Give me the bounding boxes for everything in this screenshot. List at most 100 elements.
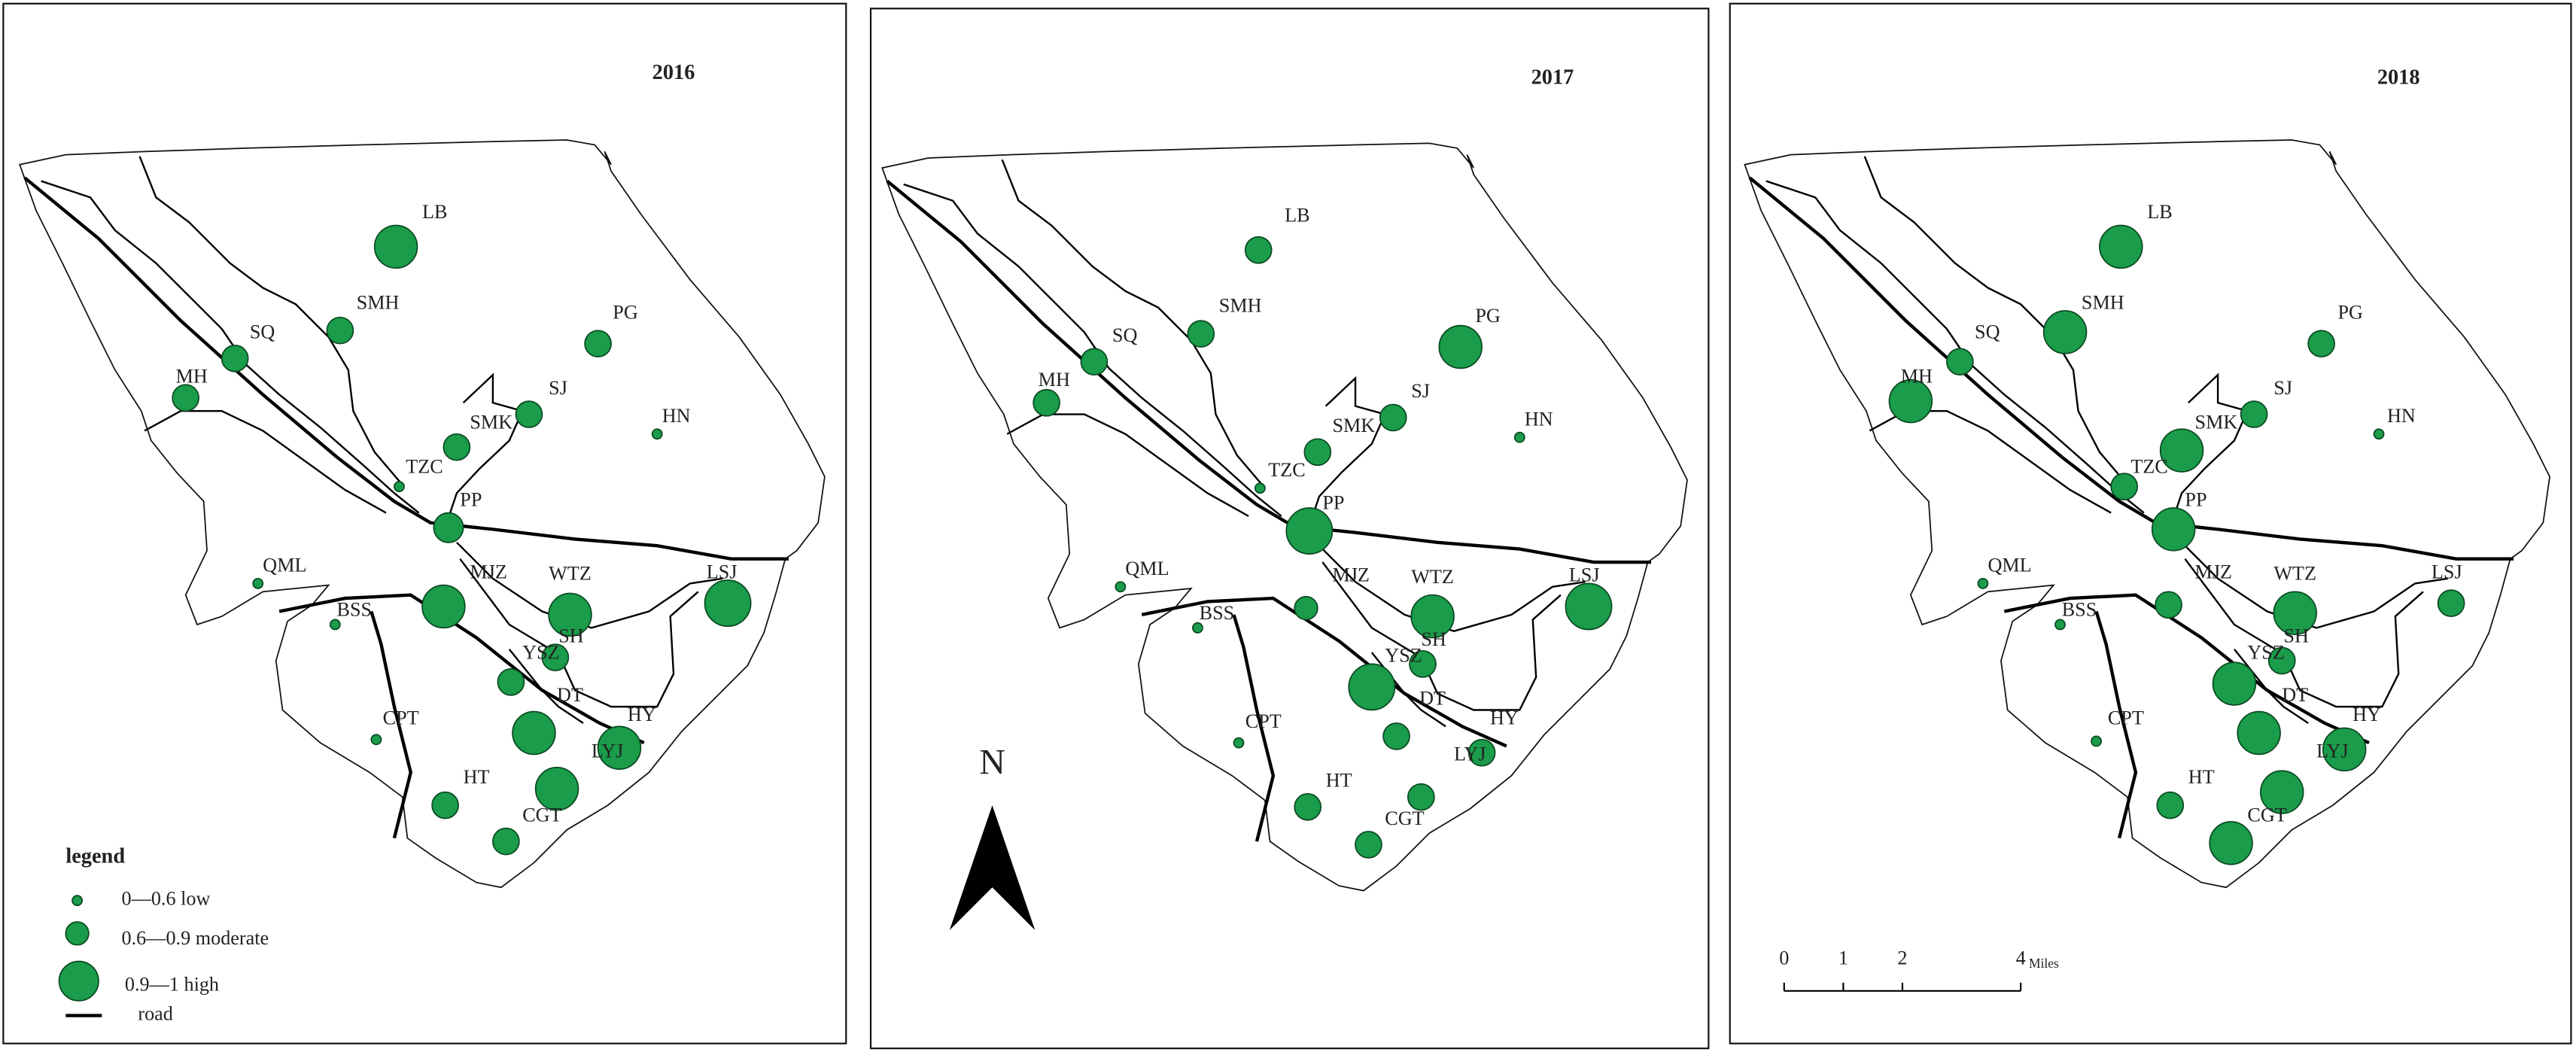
site-symbol: [1244, 236, 1273, 264]
site-label: SH: [1421, 628, 1446, 650]
site-label: BSS: [1200, 602, 1235, 624]
site-symbol: [534, 767, 579, 811]
site-label: SMH: [357, 291, 400, 313]
site-symbol: [2273, 591, 2317, 635]
site-symbol: [597, 725, 642, 770]
site-symbol: [1513, 431, 1525, 443]
site-symbol: [515, 400, 543, 428]
scale-bar: 0 1 2 4 Miles: [1779, 947, 2059, 992]
site-symbol: [651, 428, 663, 440]
site-symbol: [1303, 438, 1332, 467]
site-symbol: [512, 710, 556, 756]
site-symbol: [2259, 770, 2304, 814]
site-label: PG: [2337, 301, 2363, 323]
site-symbol: [1254, 482, 1266, 494]
site-label: MJZ: [470, 561, 506, 582]
site-symbol: [497, 668, 525, 696]
site-label: SQ: [1975, 321, 2000, 343]
site-label: LSJ: [2432, 561, 2462, 582]
site-symbol: [2212, 661, 2257, 706]
site-symbol: [394, 481, 405, 493]
map-panel: 2017 LB SMH SQ MH PG SJ SMK HN TZC PP QML MJZ WTZ SH LS…: [1033, 66, 1613, 859]
site-label: LYJ: [592, 740, 623, 762]
panel-frame: [869, 8, 1710, 1050]
site-symbol: [1382, 722, 1410, 750]
site-symbol: [1355, 831, 1382, 859]
legend-symbol: [58, 960, 99, 1002]
site-label: SMH: [1219, 295, 1262, 317]
site-label: YSZ: [522, 641, 559, 663]
site-symbol: [1407, 783, 1435, 811]
site-label: PG: [613, 301, 638, 323]
site-symbol: [2159, 428, 2204, 473]
scale-tick-label: 0: [1779, 947, 1789, 968]
legend-title: legend: [65, 844, 125, 868]
site-label: WTZ: [549, 563, 592, 585]
site-symbol: [1565, 582, 1613, 631]
site-label: CGT: [1385, 807, 1424, 829]
site-symbol: [1285, 507, 1334, 555]
site-label: MJZ: [1332, 564, 1369, 586]
north-arrow-shape: [949, 805, 1036, 931]
site-label: BSS: [337, 599, 373, 621]
site-label: CGT: [2247, 804, 2286, 825]
site-symbol: [1379, 403, 1407, 432]
site-label: HN: [2387, 405, 2416, 427]
site-symbol: [373, 224, 418, 269]
site-label: TZC: [1268, 459, 1305, 481]
site-label: LYJ: [1454, 743, 1486, 765]
site-label: LSJ: [1569, 564, 1600, 586]
site-label: QML: [1988, 555, 2031, 576]
legend-symbol: [65, 921, 90, 946]
legend-item: 0.9—1 high: [125, 973, 219, 995]
site-symbol: [1080, 348, 1109, 376]
site-label: HY: [2352, 704, 2381, 725]
site-symbol: [1033, 388, 1060, 417]
site-label: SMH: [2082, 291, 2124, 313]
scale-tick-label: 4: [2016, 947, 2026, 968]
site-symbol: [1946, 348, 1974, 376]
site-label: BSS: [2062, 599, 2097, 621]
site-symbol: [421, 584, 466, 629]
site-symbol: [326, 316, 354, 345]
site-symbol: [2099, 224, 2143, 269]
site-symbol: [329, 619, 341, 631]
north-label: N: [979, 743, 1005, 783]
site-symbol: [2322, 727, 2367, 772]
site-label: CPT: [2108, 707, 2144, 729]
scale-tick-label: 1: [1838, 947, 1848, 968]
site-symbol: [1187, 320, 1215, 348]
site-symbol: [433, 512, 464, 543]
site-label: MJZ: [2195, 561, 2232, 582]
site-symbol: [2307, 330, 2335, 358]
site-label: SMK: [1332, 415, 1375, 436]
site-label: SJ: [1411, 380, 1430, 402]
site-symbol: [2209, 821, 2253, 865]
site-label: QML: [263, 555, 306, 576]
site-label: LYJ: [2316, 740, 2348, 762]
site-symbol: [1409, 650, 1437, 678]
scale-unit: Miles: [2029, 956, 2059, 971]
region-outline: [1744, 140, 2550, 887]
site-label: DT: [1419, 687, 1446, 709]
site-label: MH: [176, 366, 208, 388]
map-panel: 2018 LB SMH SQ MH PG SJ SMK HN TZC PP QML MJZ WTZ SH LS…: [1888, 66, 2465, 865]
site-symbol: [370, 734, 382, 746]
panel-frame: [2, 2, 847, 1044]
site-label: CPT: [383, 707, 419, 729]
site-symbol: [548, 592, 592, 637]
site-label: TZC: [2130, 456, 2167, 478]
site-label: CPT: [1245, 710, 1282, 732]
site-label: DT: [557, 684, 583, 706]
legend-symbol: [71, 895, 84, 907]
site-label: SJ: [549, 377, 567, 399]
region-outline: [20, 140, 825, 887]
site-symbol: [1410, 594, 1455, 639]
year-label: 2016: [652, 61, 695, 84]
legend-item: 0.6—0.9 moderate: [122, 927, 269, 949]
year-label: 2018: [2377, 66, 2420, 90]
site-label: LB: [422, 201, 447, 223]
site-label: PP: [460, 488, 482, 510]
